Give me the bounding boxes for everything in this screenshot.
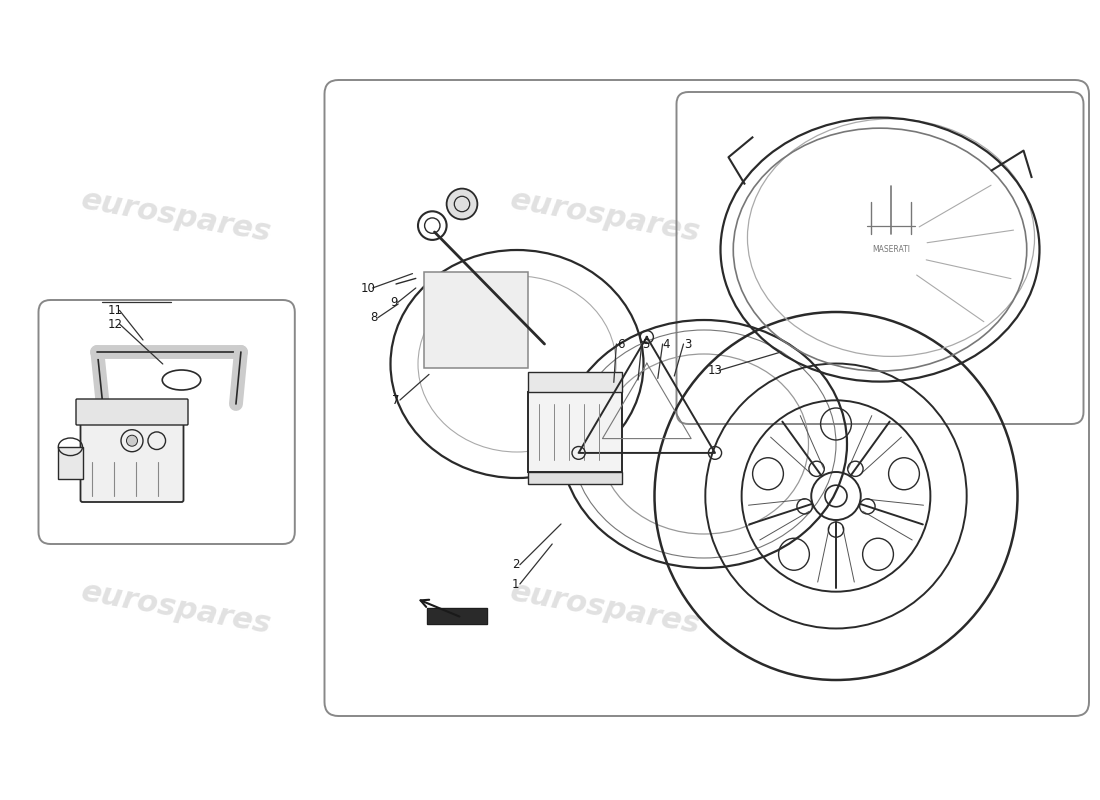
FancyBboxPatch shape — [80, 422, 184, 502]
Bar — [528, 472, 622, 484]
Circle shape — [447, 189, 477, 219]
Circle shape — [126, 435, 138, 446]
Text: eurospares: eurospares — [507, 577, 703, 639]
Bar — [528, 372, 622, 392]
Text: 6: 6 — [617, 338, 624, 350]
Text: 9: 9 — [390, 296, 397, 309]
Text: 7: 7 — [393, 394, 399, 406]
Polygon shape — [427, 608, 487, 624]
Text: 4: 4 — [663, 338, 670, 350]
Text: 1: 1 — [513, 578, 519, 590]
Text: 11: 11 — [108, 304, 123, 317]
Bar — [424, 272, 528, 368]
Text: eurospares: eurospares — [507, 185, 703, 247]
Text: 3: 3 — [684, 338, 691, 350]
Text: MASERATI: MASERATI — [872, 245, 910, 254]
Bar — [528, 392, 622, 472]
Text: 12: 12 — [108, 318, 123, 330]
Text: 10: 10 — [361, 282, 376, 294]
Text: eurospares: eurospares — [78, 577, 274, 639]
Text: 2: 2 — [513, 558, 519, 571]
Bar — [58, 446, 82, 478]
Text: eurospares: eurospares — [78, 185, 274, 247]
Text: 5: 5 — [642, 338, 649, 350]
Text: 8: 8 — [371, 311, 377, 324]
Text: 13: 13 — [707, 364, 723, 377]
FancyBboxPatch shape — [76, 399, 188, 425]
